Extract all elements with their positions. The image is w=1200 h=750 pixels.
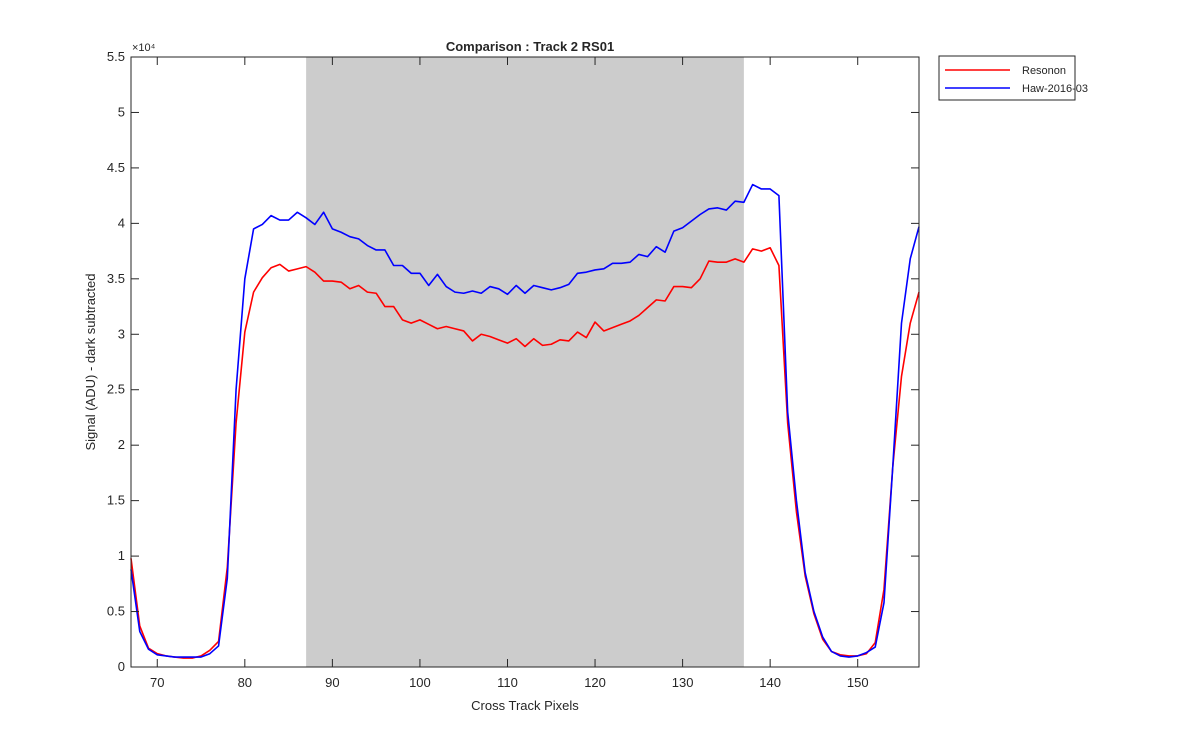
x-tick-label: 80 [238, 675, 252, 690]
y-tick-label: 1.5 [107, 493, 125, 508]
y-tick-label: 2 [118, 437, 125, 452]
plot-frame [130, 56, 920, 668]
y-axis-label: Signal (ADU) - dark subtracted [83, 273, 98, 450]
series-layer [130, 183, 920, 659]
x-tick-label: 150 [847, 675, 869, 690]
y-tick-label: 4.5 [107, 160, 125, 175]
x-axis-label: Cross Track Pixels [471, 698, 579, 713]
x-tick-label: 110 [497, 675, 518, 690]
legend-label-haw: Haw-2016-03 [1022, 83, 1088, 95]
x-tick-label: 120 [584, 675, 606, 690]
y-tick-label: 5 [118, 104, 125, 119]
y-tick-label: 0.5 [107, 604, 125, 619]
x-tick-label: 140 [759, 675, 781, 690]
legend: Resonon Haw-2016-03 [938, 55, 1088, 101]
y-tick-label: 0 [118, 659, 125, 674]
y-tick-label: 1 [118, 548, 125, 563]
y-tick-label: 4 [118, 215, 125, 230]
series-line-haw-2016-03 [130, 183, 920, 658]
ticks-layer: 70 80 90 100 110 120 130 140 150 0 0.5 1 1.5 2 2.5 3 3.5… [107, 49, 919, 690]
series-line-resonon [130, 246, 920, 659]
legend-box [938, 55, 1076, 101]
y-tick-label: 3.5 [107, 271, 125, 286]
x-tick-label: 90 [325, 675, 339, 690]
y-tick-label: 3 [118, 326, 125, 341]
y-tick-label: 2.5 [107, 382, 125, 397]
y-tick-label: 5.5 [107, 49, 125, 64]
x-tick-label: 70 [150, 675, 164, 690]
x-tick-label: 130 [672, 675, 694, 690]
legend-label-resonon: Resonon [1022, 65, 1066, 77]
x-tick-label: 100 [409, 675, 431, 690]
y-exponent-label: ×10⁴ [132, 42, 156, 54]
shaded-region [306, 57, 744, 667]
chart-title: Comparison : Track 2 RS01 [446, 39, 614, 54]
